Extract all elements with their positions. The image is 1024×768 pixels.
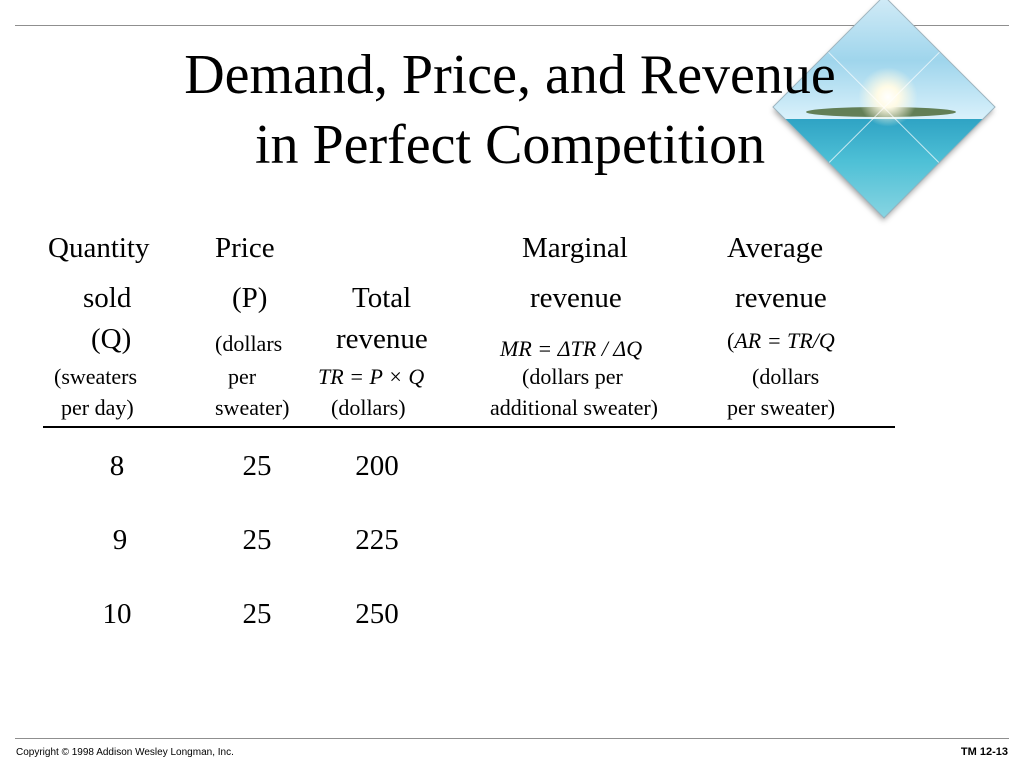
header-average-l1: Average: [727, 232, 824, 264]
header-average-l4: (dollars: [752, 364, 820, 389]
row-2-quantity: 9: [112, 524, 128, 556]
header-price-l1: Price: [215, 232, 275, 264]
header-average-l2: revenue: [735, 282, 827, 314]
table-header-rule: [43, 426, 895, 428]
header-quantity-l1: Quantity: [48, 232, 150, 264]
row-3-quantity: 10: [102, 598, 132, 630]
row-3-total: 250: [355, 598, 399, 630]
row-1-price: 25: [242, 450, 272, 482]
header-total-l2: revenue: [336, 323, 428, 355]
header-total-l4: (dollars): [331, 395, 406, 420]
header-marginal-l2: revenue: [530, 282, 622, 314]
bottom-divider: [15, 738, 1009, 739]
top-divider: [15, 25, 1009, 26]
header-average-paren: (: [727, 328, 735, 353]
header-marginal-l5: additional sweater): [490, 395, 658, 420]
header-price-l3: (dollars: [215, 331, 283, 356]
header-marginal-l4: (dollars per: [522, 364, 623, 389]
copyright-notice: Copyright © 1998 Addison Wesley Longman,…: [16, 747, 234, 758]
header-quantity-l5: per day): [61, 395, 134, 420]
header-price-l5: sweater): [215, 395, 290, 420]
header-average-formula-text: AR = TR/Q: [734, 328, 835, 353]
header-marginal-l1: Marginal: [522, 232, 628, 264]
header-total-l1: Total: [352, 282, 412, 314]
row-1-total: 200: [355, 450, 399, 482]
row-2-total: 225: [355, 524, 399, 556]
row-1-quantity: 8: [109, 450, 125, 482]
row-2-price: 25: [242, 524, 272, 556]
row-3-price: 25: [242, 598, 272, 630]
header-price-l4: per: [228, 364, 257, 389]
header-average-formula: (AR = TR/Q: [727, 328, 835, 354]
slide-title: Demand, Price, and Revenue in Perfect Co…: [100, 40, 920, 180]
slide-number: TM 12-13: [960, 746, 1008, 758]
header-price-l2: (P): [232, 282, 268, 314]
header-quantity-l4: (sweaters: [54, 364, 138, 389]
header-quantity-l2: sold: [83, 282, 132, 314]
header-average-l5: per sweater): [727, 395, 836, 420]
header-total-formula: TR = P × Q: [318, 364, 425, 389]
header-marginal-formula: MR = ΔTR / ΔQ: [500, 336, 643, 361]
title-line-2: in Perfect Competition: [254, 114, 766, 176]
title-line-1: Demand, Price, and Revenue: [184, 44, 836, 106]
header-quantity-l3: (Q): [91, 323, 132, 355]
